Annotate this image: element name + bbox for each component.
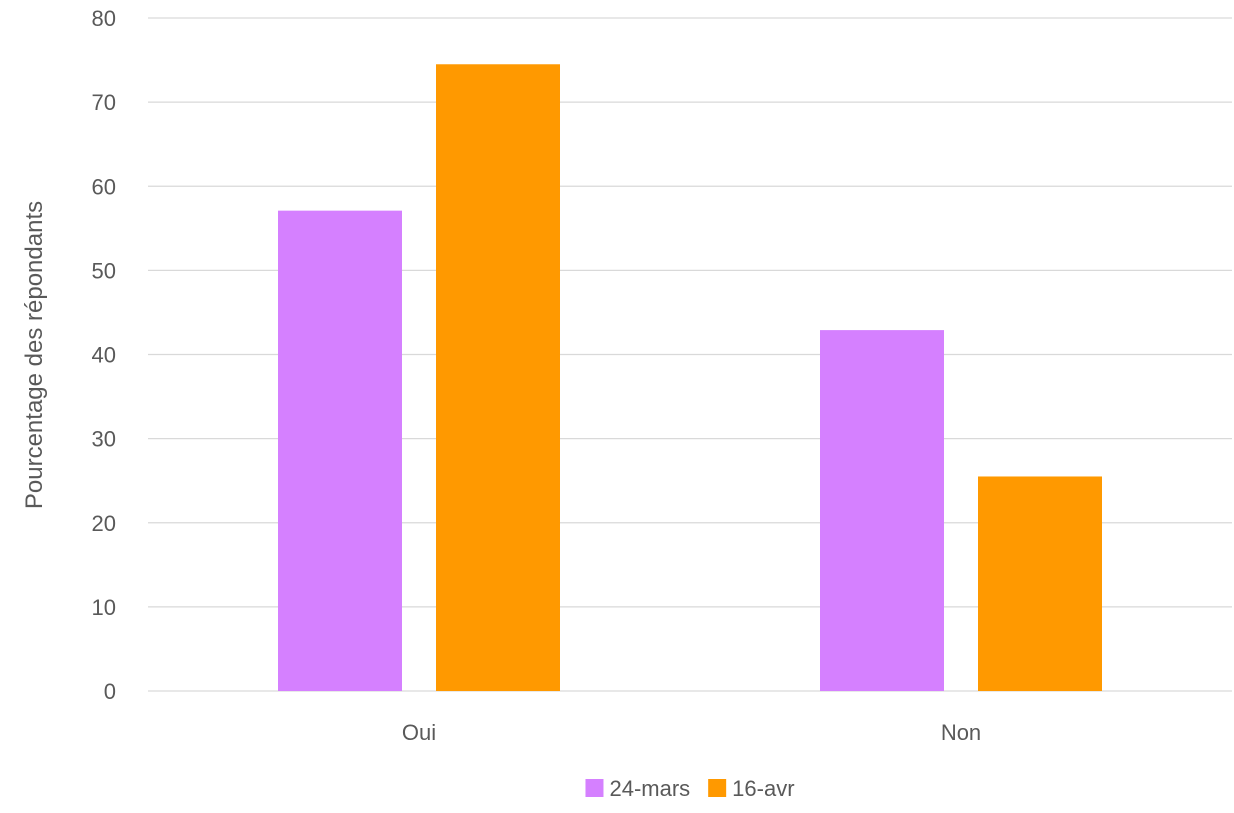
bar-16-avr-Oui (436, 64, 560, 692)
bars (278, 64, 1102, 692)
y-tick-label: 30 (92, 427, 116, 452)
legend: 24-mars 16-avr (585, 776, 795, 801)
x-tick-label: Non (941, 720, 981, 745)
bar-24-mars-Oui (278, 210, 402, 692)
y-tick-label: 10 (92, 595, 116, 620)
y-tick-label: 60 (92, 174, 116, 199)
legend-swatch-24-mars (585, 779, 604, 797)
x-axis-ticks: Oui Non (402, 720, 981, 745)
y-tick-label: 80 (92, 6, 116, 31)
legend-swatch-16-avr (708, 779, 727, 797)
y-axis-ticks: 0 10 20 30 40 50 60 70 80 (92, 6, 116, 704)
legend-label: 24-mars (609, 776, 690, 801)
bar-24-mars-Non (820, 330, 944, 691)
y-tick-label: 20 (92, 511, 116, 536)
legend-label: 16-avr (732, 776, 794, 801)
x-tick-label: Oui (402, 720, 436, 745)
y-axis-label: Pourcentage des répondants (21, 201, 48, 509)
y-tick-label: 70 (92, 90, 116, 115)
y-tick-label: 50 (92, 258, 116, 283)
y-tick-label: 40 (92, 343, 116, 368)
y-tick-label: 0 (104, 679, 116, 704)
bar-16-avr-Non (978, 476, 1102, 691)
